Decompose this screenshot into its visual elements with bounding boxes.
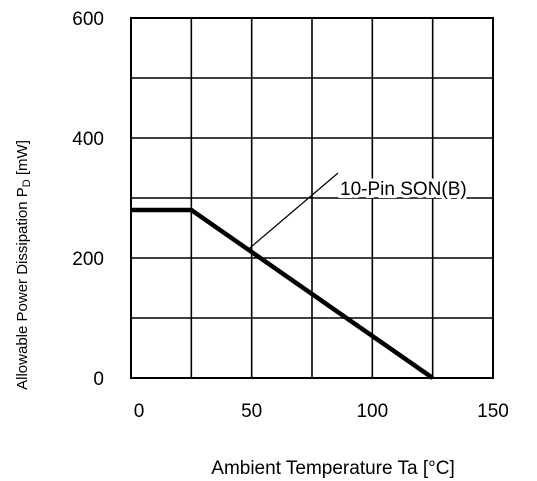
y-axis-title-unit: [mW] <box>14 140 31 179</box>
series-line-10-pin-son-b <box>131 207 434 380</box>
x-tick-label: 0 <box>134 401 145 422</box>
annotation: 10-Pin SON(B) <box>248 172 470 250</box>
x-tick-label: 50 <box>241 401 262 422</box>
y-axis-title: Allowable Power Dissipation PD [mW] <box>14 140 33 390</box>
annotation-label: 10-Pin SON(B) <box>340 179 467 200</box>
x-tick-labels: 0 50 100 150 <box>134 401 509 422</box>
plot-border <box>130 17 494 379</box>
x-tick-label: 100 <box>356 401 388 422</box>
y-tick-label: 200 <box>72 249 104 270</box>
annotation-leader-line <box>248 172 339 250</box>
y-axis-title-main: Allowable Power Dissipation P <box>14 187 31 390</box>
plot-frame <box>130 17 494 379</box>
x-axis-title: Ambient Temperature Ta [°C] <box>211 458 454 479</box>
y-tick-label: 400 <box>72 129 104 150</box>
grid <box>131 18 493 378</box>
series-layer <box>131 207 434 380</box>
y-tick-label: 600 <box>72 9 104 30</box>
y-axis-title-sub: D <box>21 179 33 187</box>
x-tick-label: 150 <box>477 401 509 422</box>
y-tick-label: 0 <box>93 369 104 390</box>
y-tick-labels: 0 200 400 600 <box>72 9 104 390</box>
